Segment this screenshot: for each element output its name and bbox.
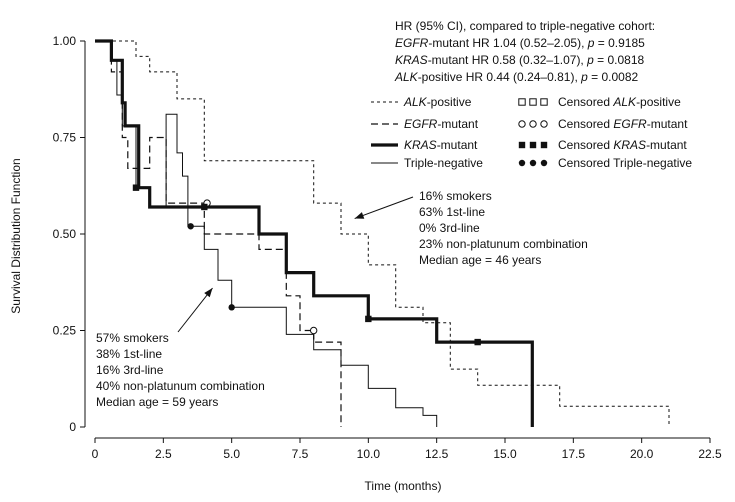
- annotation-triple-negative-line: 16% 3rd-line: [96, 363, 164, 377]
- hazard-ratio-box: HR (95% CI), compared to triple-negative…: [394, 19, 655, 84]
- y-axis-title: Survival Distribution Function: [9, 158, 23, 313]
- arrow-alk: [354, 196, 414, 220]
- x-tick-label: 17.5: [562, 447, 586, 461]
- legend-label-alk: ALK-positive: [403, 95, 472, 109]
- legend-censor-markers: [518, 98, 548, 167]
- annotation-alk-line: 0% 3rd-line: [419, 221, 480, 235]
- arrow-alk-head: [354, 212, 365, 219]
- annotation-alk-line: 23% non-platunum combination: [419, 237, 588, 251]
- censor-marker-triple-negative: [187, 223, 194, 230]
- legend-label-egfr: EGFR-mutant: [404, 117, 479, 131]
- x-tick-label: 5.0: [223, 447, 240, 461]
- legend-censor-marker-triple-negative: [529, 159, 537, 167]
- legend-censor-marker-egfr-mutant: [518, 120, 526, 128]
- annotation-triple-negative-line: 40% non-platunum combination: [96, 379, 265, 393]
- arrow-triple-negative-head: [204, 288, 213, 298]
- censor-marker-kras-mutant: [474, 338, 481, 346]
- legend-censor-marker-kras-mutant: [540, 141, 548, 149]
- x-tick-label: 20.0: [630, 447, 654, 461]
- legend-censor-marker-alk-positive: [518, 98, 526, 106]
- legend-censor-label-alk: Censored ALK-positive: [558, 95, 681, 109]
- curve-alk-positive: [95, 40, 670, 427]
- legend: ALK-positive EGFR-mutant KRAS-mutant Tri…: [371, 95, 692, 170]
- censor-marker-kras-mutant: [132, 184, 140, 191]
- annotation-triple-negative-line: Median age = 59 years: [96, 395, 218, 409]
- x-tick-label: 22.5: [698, 447, 722, 461]
- x-tick-label: 7.5: [292, 447, 309, 461]
- x-tick-label: 12.5: [425, 447, 449, 461]
- axes: 0 2.5 5.0 7.5 10.0 12.5 15.0 17.5 20.0 22.5 0 0.25 0…: [53, 34, 722, 461]
- censor-marker-triple-negative: [228, 304, 235, 311]
- censor-marker-egfr-mutant: [309, 326, 318, 335]
- legend-censor-label-egfr: Censored EGFR-mutant: [558, 117, 688, 131]
- x-tick-label: 0: [92, 447, 99, 461]
- y-tick-label: 0.50: [53, 227, 77, 241]
- hr-line-alk: ALK-positive HR 0.44 (0.24–0.81), p = 0.…: [394, 70, 639, 84]
- legend-censor-marker-kras-mutant: [529, 141, 537, 149]
- curve-kras-mutant: [95, 39, 534, 427]
- censor-marker-kras-mutant: [201, 203, 208, 211]
- annotation-alk-line: 63% 1st-line: [419, 205, 485, 219]
- legend-censor-marker-alk-positive: [529, 98, 537, 106]
- hr-title: HR (95% CI), compared to triple-negative…: [395, 19, 655, 33]
- arrow-triple-negative: [177, 287, 213, 333]
- legend-censor-label-kras: Censored KRAS-mutant: [558, 138, 687, 152]
- legend-censor-marker-triple-negative: [518, 159, 526, 167]
- annotation-arrows: [177, 196, 414, 333]
- legend-censor-marker-kras-mutant: [518, 141, 526, 149]
- annotation-alk-line: 16% smokers: [419, 189, 492, 203]
- y-tick-label: 0.25: [53, 324, 77, 338]
- legend-censor-marker-egfr-mutant: [529, 120, 537, 128]
- annotation-alk: 16% smokers 63% 1st-line 0% 3rd-line 23%…: [419, 189, 588, 267]
- legend-label-triple-negative: Triple-negative: [404, 156, 483, 170]
- censor-marker-kras-mutant: [365, 315, 372, 323]
- y-tick-label: 0: [69, 420, 76, 434]
- annotation-alk-line: Median age = 46 years: [419, 253, 541, 267]
- x-tick-label: 10.0: [357, 447, 381, 461]
- y-tick-label: 0.75: [53, 131, 77, 145]
- legend-censor-label-triple-negative: Censored Triple-negative: [558, 156, 692, 170]
- x-tick-label: 2.5: [155, 447, 172, 461]
- annotation-triple-negative-line: 57% smokers: [96, 331, 169, 345]
- annotation-triple-negative: 57% smokers 38% 1st-line 16% 3rd-line 40…: [96, 331, 265, 409]
- annotation-triple-negative-line: 38% 1st-line: [96, 347, 162, 361]
- curve-triple-negative: [95, 40, 438, 427]
- x-axis-title: Time (months): [365, 479, 442, 493]
- legend-censor-marker-egfr-mutant: [540, 120, 548, 128]
- y-tick-label: 1.00: [53, 34, 77, 48]
- hr-line-kras: KRAS-mutant HR 0.58 (0.32–1.07), p = 0.0…: [395, 53, 645, 67]
- censor-markers: [132, 184, 481, 346]
- legend-label-kras: KRAS-mutant: [404, 138, 478, 152]
- legend-censor-marker-triple-negative: [540, 159, 548, 167]
- legend-censor-marker-alk-positive: [540, 98, 548, 106]
- x-tick-label: 15.0: [493, 447, 517, 461]
- hr-line-egfr: EGFR-mutant HR 1.04 (0.52–2.05), p = 0.9…: [395, 36, 645, 50]
